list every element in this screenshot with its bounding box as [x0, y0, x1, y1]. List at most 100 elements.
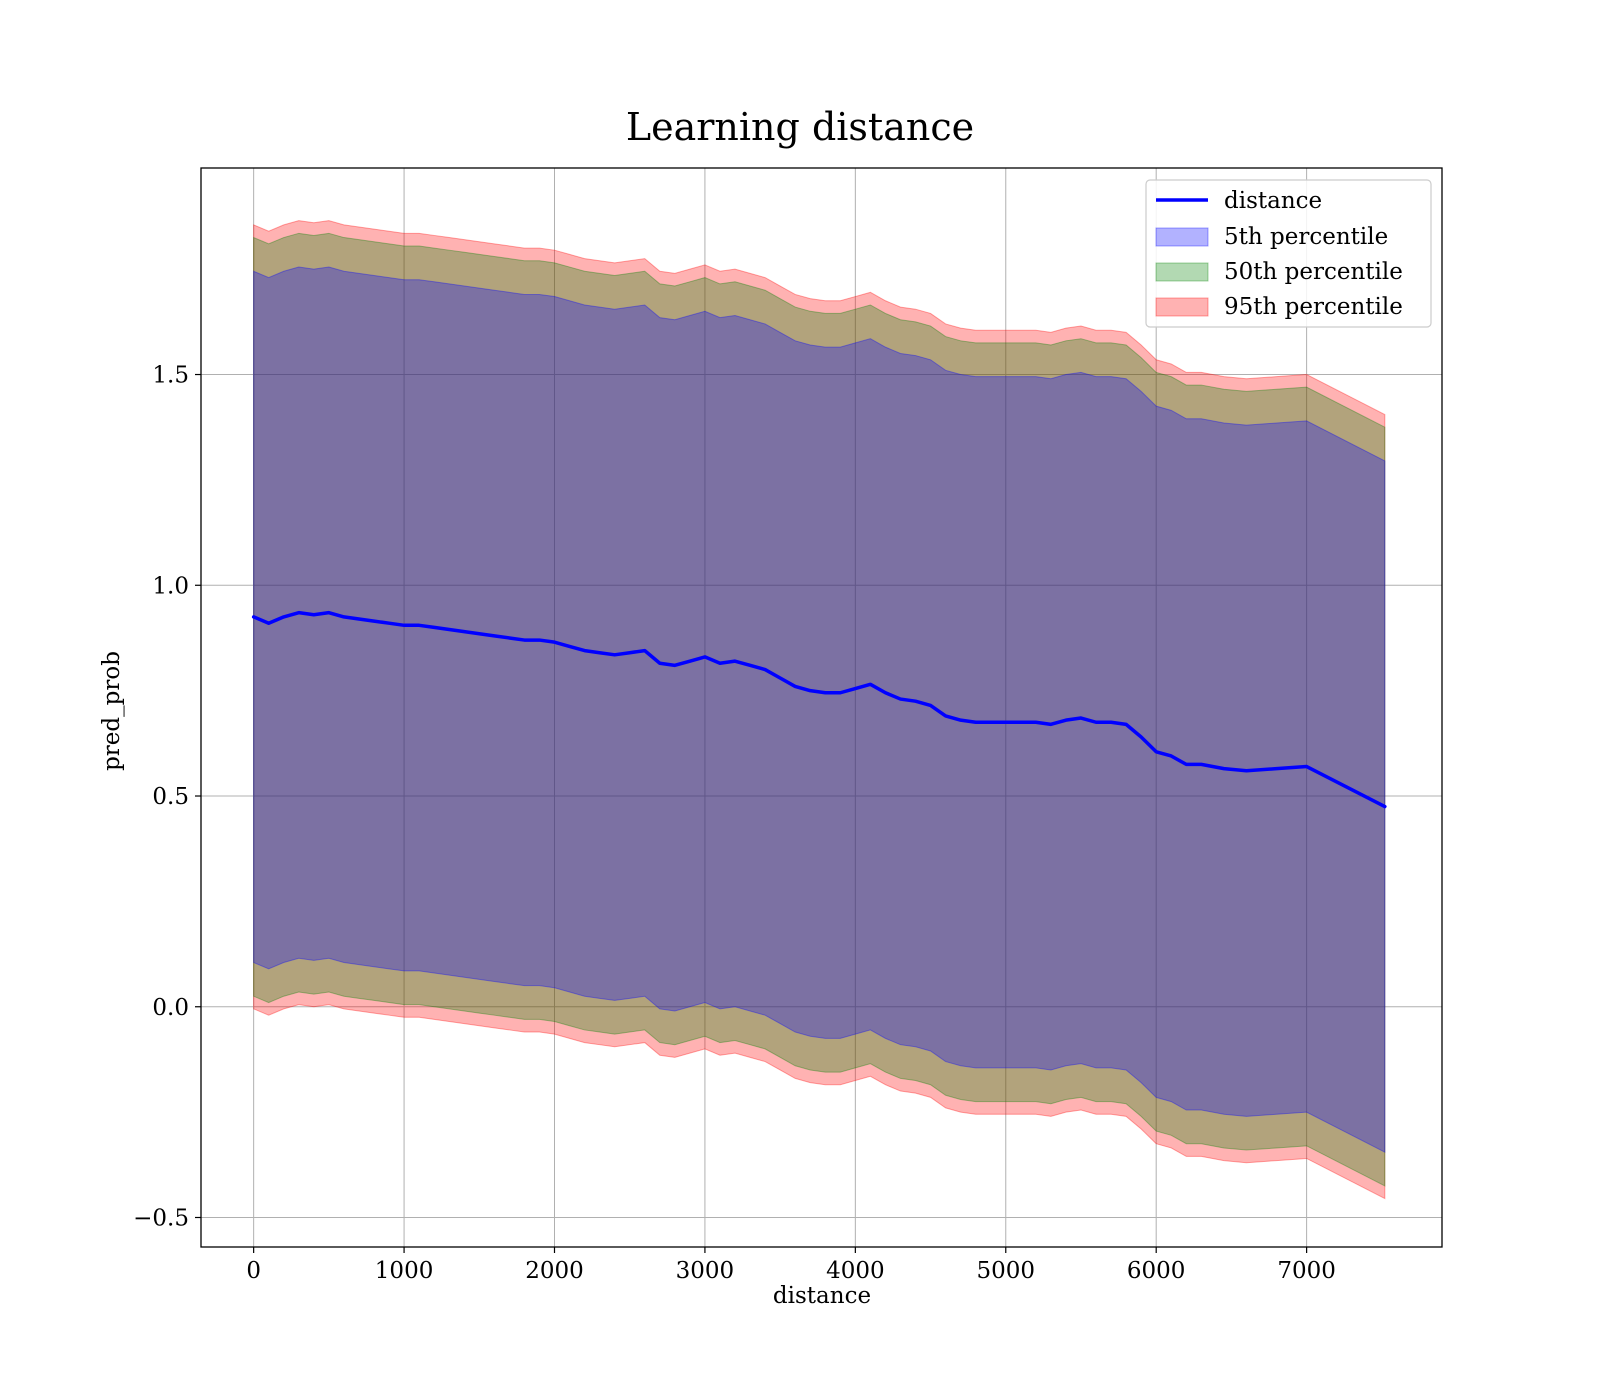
data-point: [433, 626, 436, 629]
data-point: [658, 662, 661, 665]
legend-label-95th: 95th percentile: [1224, 294, 1403, 320]
data-point: [854, 687, 857, 690]
data-point: [388, 622, 390, 625]
data-point: [1140, 736, 1143, 738]
data-point: [478, 632, 481, 635]
data-point: [553, 641, 556, 644]
legend-swatch-95th: [1155, 297, 1209, 317]
data-point: [809, 689, 812, 692]
y-tick-label: 0.0: [152, 995, 189, 1021]
data-point: [673, 664, 676, 667]
data-point: [343, 615, 345, 618]
band-5th-percentile: [253, 266, 1386, 1153]
data-point: [523, 639, 526, 641]
x-tick-label: 4000: [826, 1258, 885, 1284]
band-layer: [253, 220, 1386, 1200]
data-point: [643, 649, 646, 652]
data-point: [1110, 721, 1112, 724]
legend-label-distance: distance: [1224, 188, 1322, 214]
data-point: [989, 721, 992, 724]
y-axis-label: pred_prob: [99, 651, 125, 771]
data-point: [1383, 805, 1386, 808]
data-point: [734, 660, 736, 663]
data-point: [869, 683, 872, 686]
legend: distance 5th percentile 50th percentile …: [1145, 179, 1432, 328]
data-point: [327, 611, 330, 614]
data-point: [704, 656, 706, 658]
data-point: [1080, 717, 1082, 719]
data-point: [538, 639, 541, 641]
data-point: [719, 662, 721, 665]
data-point: [1185, 763, 1188, 766]
data-point: [297, 611, 300, 614]
data-point: [779, 677, 782, 679]
data-point: [914, 700, 917, 703]
data-point: [899, 698, 902, 700]
data-point: [403, 624, 405, 627]
data-point: [493, 634, 496, 637]
band-50th-percentile: [253, 232, 1386, 1187]
legend-label-50th: 50th percentile: [1224, 259, 1403, 285]
data-point: [1065, 719, 1067, 722]
data-point: [688, 660, 691, 663]
data-point: [929, 704, 932, 707]
y-tick-label: 1.0: [152, 573, 189, 599]
data-point: [1222, 767, 1225, 770]
data-point: [1049, 723, 1052, 726]
data-point: [252, 615, 255, 618]
x-axis-label: distance: [773, 1283, 871, 1309]
data-point: [312, 613, 315, 616]
data-point: [1125, 723, 1128, 726]
data-point: [1275, 767, 1278, 770]
chart-title: Learning distance: [626, 105, 974, 149]
data-point: [1004, 721, 1007, 724]
data-point: [568, 645, 571, 648]
data-point: [598, 651, 601, 654]
data-point: [794, 685, 797, 688]
data-point: [974, 721, 977, 724]
legend-label-5th: 5th percentile: [1224, 224, 1388, 250]
data-point: [508, 637, 511, 639]
x-tick-label: 0: [246, 1258, 261, 1284]
data-point: [282, 615, 285, 618]
legend-swatch-50th: [1155, 262, 1209, 282]
data-point: [267, 622, 270, 625]
x-tick-label: 5000: [976, 1258, 1035, 1284]
data-point: [463, 630, 466, 633]
data-point: [764, 668, 766, 671]
data-point: [1034, 721, 1037, 724]
y-tick-label: 0.5: [152, 784, 189, 810]
data-point: [824, 691, 827, 694]
data-point: [448, 628, 451, 631]
data-point: [1200, 763, 1203, 766]
data-point: [959, 719, 962, 722]
line-layer: [251, 610, 1387, 809]
data-point: [1155, 750, 1158, 753]
data-point: [358, 618, 360, 620]
data-point: [839, 691, 842, 694]
x-tick-label: 1000: [375, 1258, 434, 1284]
x-tick-label: 3000: [676, 1258, 735, 1284]
data-point: [944, 715, 947, 717]
legend-box: [1145, 179, 1432, 328]
data-point: [1170, 755, 1173, 757]
data-point: [613, 653, 616, 656]
data-point: [418, 624, 421, 627]
y-tick-label: −0.5: [133, 1205, 189, 1231]
data-point: [1019, 721, 1022, 724]
data-point: [628, 651, 631, 654]
x-tick-label: 6000: [1127, 1258, 1186, 1284]
data-point: [884, 691, 887, 694]
legend-swatch-5th: [1155, 227, 1209, 247]
data-point: [1095, 721, 1097, 724]
band-95th-percentile: [253, 220, 1386, 1200]
x-tick-label: 7000: [1277, 1258, 1336, 1284]
data-point: [1305, 765, 1308, 768]
grid-layer: [201, 168, 1442, 1247]
data-point: [583, 649, 586, 652]
x-tick-label: 2000: [525, 1258, 584, 1284]
tick-layer: 0 1000 2000 3000 4000 5000 6000 7000 −0.5 0.0 0.5 1…: [133, 363, 1336, 1284]
plot-frame: [200, 167, 1443, 1248]
